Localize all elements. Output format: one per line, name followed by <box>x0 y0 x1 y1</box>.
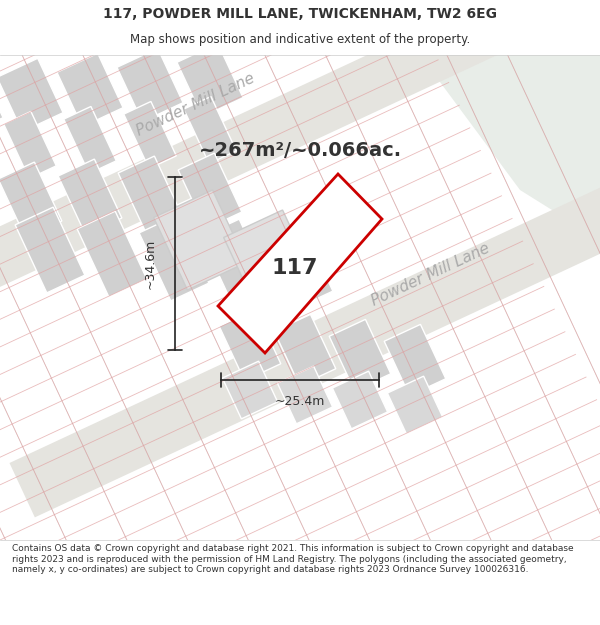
Polygon shape <box>177 43 243 117</box>
Polygon shape <box>218 174 382 353</box>
Polygon shape <box>184 96 236 164</box>
Polygon shape <box>4 111 56 179</box>
Polygon shape <box>420 55 600 240</box>
Polygon shape <box>329 319 391 391</box>
Polygon shape <box>0 0 600 355</box>
Text: 117, POWDER MILL LANE, TWICKENHAM, TW2 6EG: 117, POWDER MILL LANE, TWICKENHAM, TW2 6… <box>103 7 497 21</box>
Text: Powder Mill Lane: Powder Mill Lane <box>133 71 257 139</box>
Polygon shape <box>117 48 183 122</box>
Polygon shape <box>178 153 242 229</box>
Polygon shape <box>201 219 271 305</box>
Polygon shape <box>332 371 388 429</box>
Polygon shape <box>224 210 316 310</box>
Text: ~25.4m: ~25.4m <box>275 395 325 408</box>
Text: 117: 117 <box>272 258 318 278</box>
Polygon shape <box>64 106 116 174</box>
Text: Contains OS data © Crown copyright and database right 2021. This information is : Contains OS data © Crown copyright and d… <box>12 544 574 574</box>
Polygon shape <box>0 63 3 137</box>
Text: ~34.6m: ~34.6m <box>144 238 157 289</box>
Polygon shape <box>77 211 147 297</box>
Text: Map shows position and indicative extent of the property.: Map shows position and indicative extent… <box>130 33 470 46</box>
Polygon shape <box>57 53 123 127</box>
Polygon shape <box>124 101 176 169</box>
Text: ~267m²/~0.066ac.: ~267m²/~0.066ac. <box>199 141 401 159</box>
Polygon shape <box>0 162 62 238</box>
Polygon shape <box>384 324 446 396</box>
Polygon shape <box>118 156 182 232</box>
Polygon shape <box>58 159 122 235</box>
Polygon shape <box>219 309 281 381</box>
Polygon shape <box>223 361 278 419</box>
Polygon shape <box>15 207 85 293</box>
Polygon shape <box>277 366 332 424</box>
Polygon shape <box>139 215 209 301</box>
Polygon shape <box>0 58 63 132</box>
Polygon shape <box>10 82 600 518</box>
Polygon shape <box>263 223 333 309</box>
Polygon shape <box>274 314 336 386</box>
Polygon shape <box>388 376 443 434</box>
Polygon shape <box>154 190 247 290</box>
Text: Powder Mill Lane: Powder Mill Lane <box>368 241 491 309</box>
